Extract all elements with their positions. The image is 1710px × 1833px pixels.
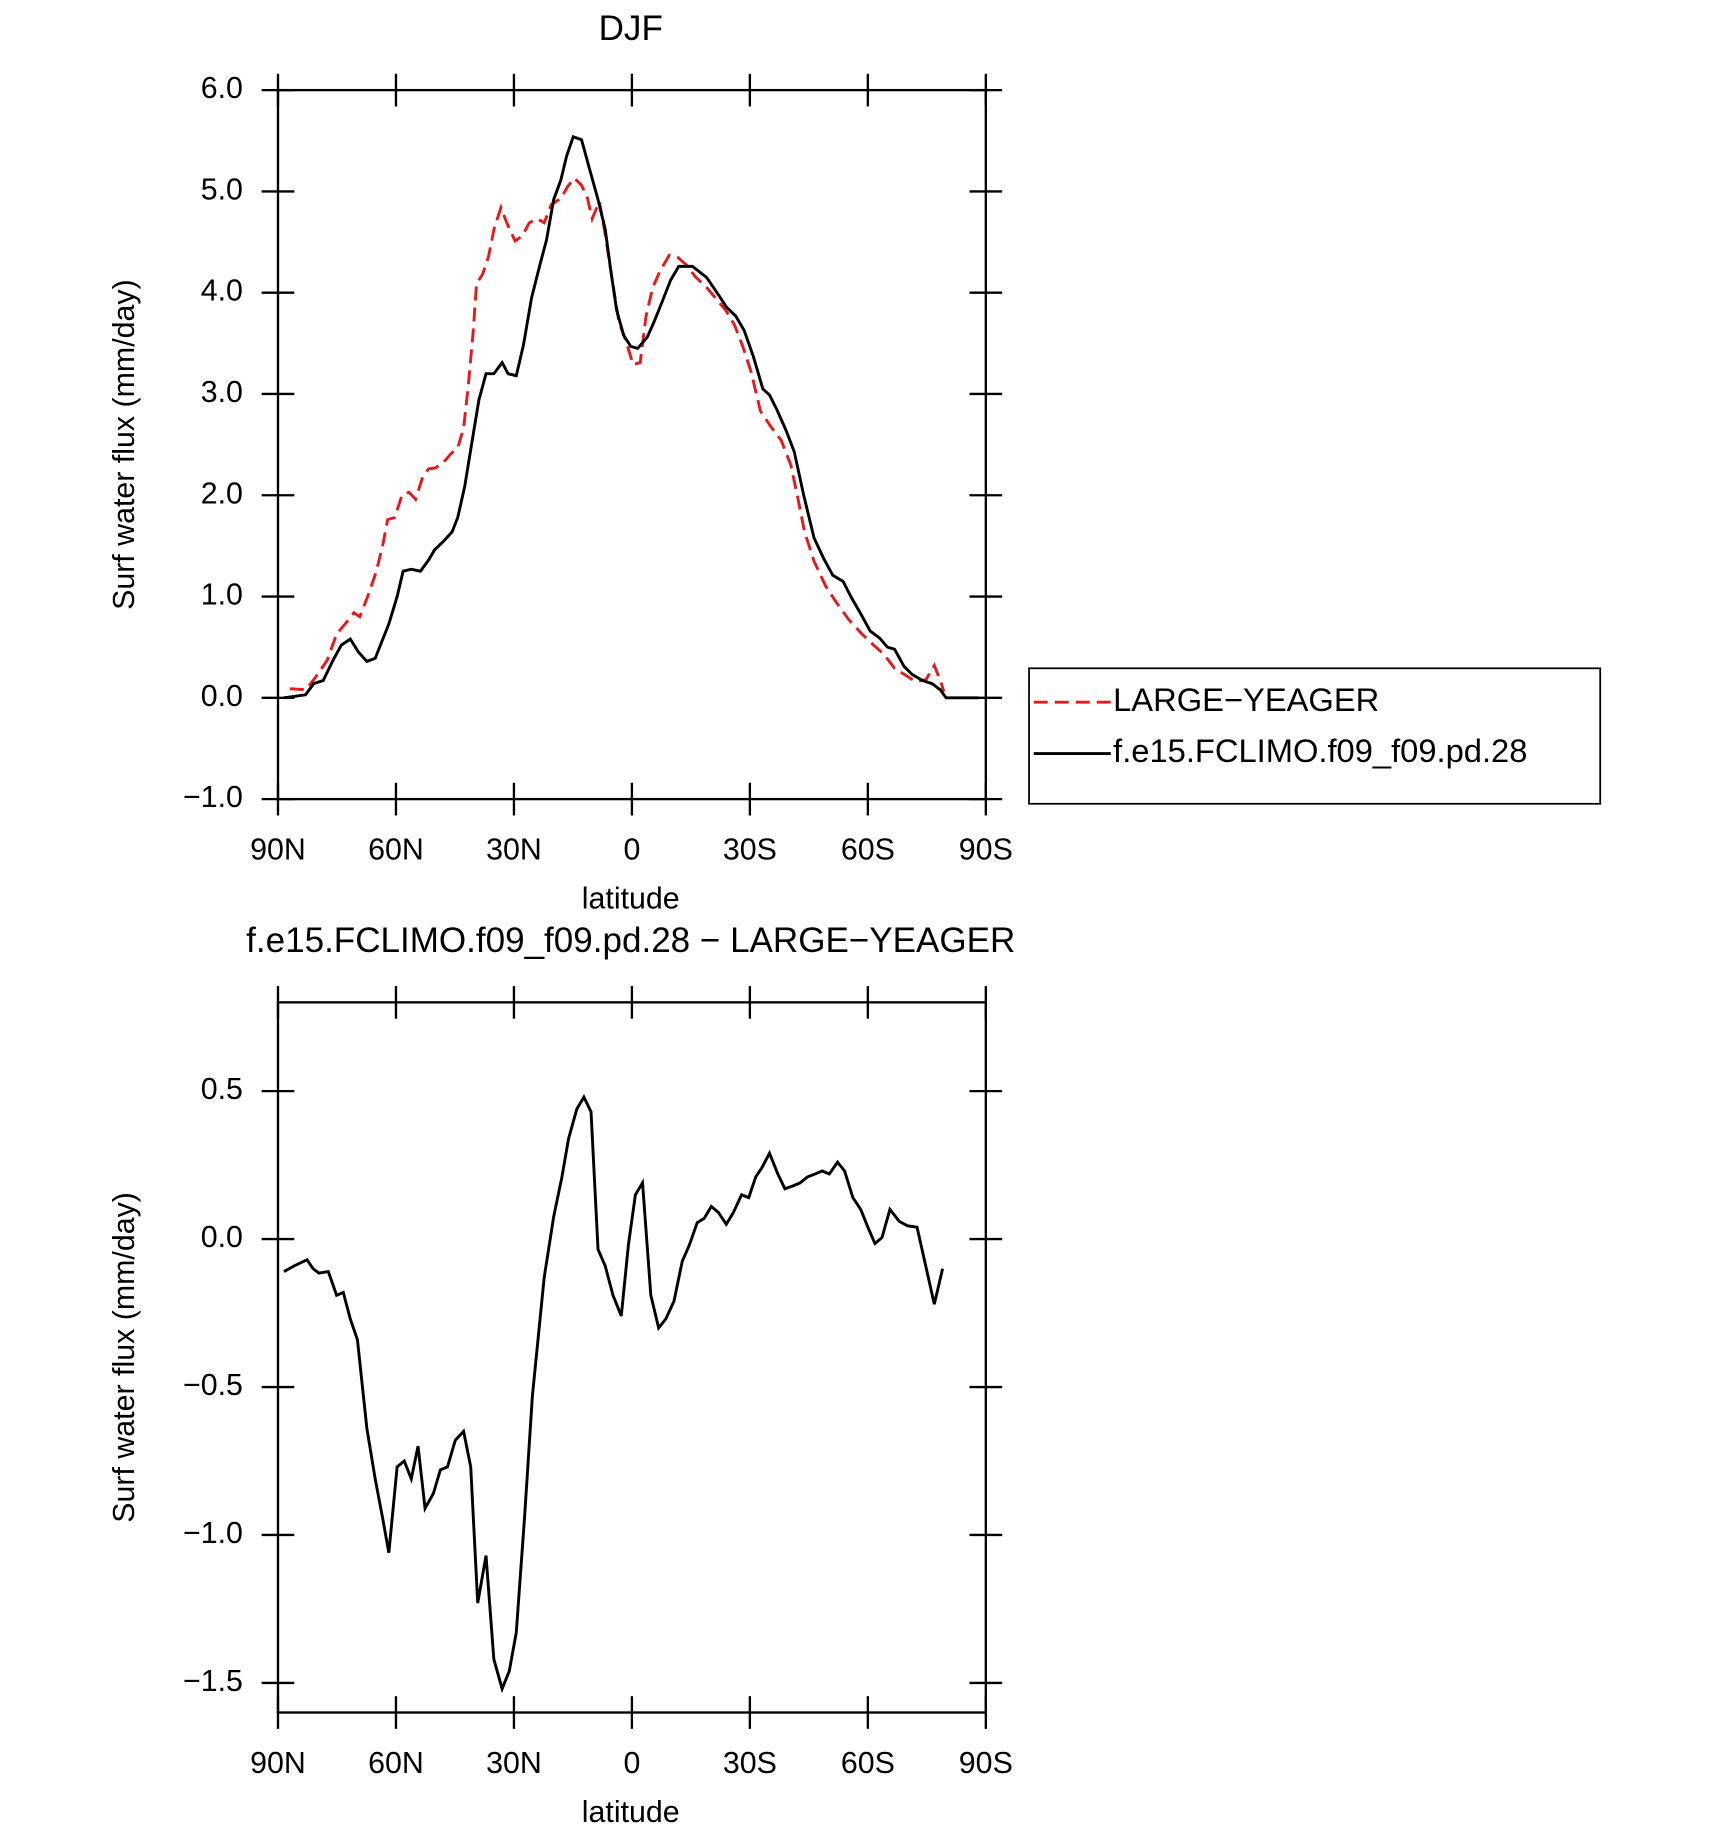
data-line <box>289 176 946 693</box>
legend-label: f.e15.FCLIMO.f09_f09.pd.28 <box>1113 732 1527 769</box>
y-tick-label: 1.0 <box>201 579 243 612</box>
x-tick-label: 90S <box>959 1747 1013 1780</box>
y-tick-label: 0.0 <box>201 1221 243 1254</box>
x-tick-label: 60N <box>368 834 424 867</box>
x-axis-label: latitude <box>582 1796 680 1829</box>
y-tick-label: 4.0 <box>201 275 243 308</box>
data-line <box>283 134 979 700</box>
chart-title: DJF <box>599 9 663 48</box>
x-tick-label: 60N <box>368 1747 424 1780</box>
y-axis-label: Surf water flux (mm/day) <box>108 1192 141 1523</box>
x-tick-label: 90S <box>959 834 1013 867</box>
x-tick-label: 90N <box>250 1747 306 1780</box>
y-tick-label: 0.0 <box>201 680 243 713</box>
x-tick-label: 60S <box>841 1747 895 1780</box>
chart-title: f.e15.FCLIMO.f09_f09.pd.28 − LARGE−YEAGE… <box>246 921 1015 960</box>
y-tick-label: 2.0 <box>201 477 243 510</box>
x-tick-label: 90N <box>250 834 306 867</box>
y-tick-label: 0.5 <box>201 1073 243 1106</box>
y-tick-label: 6.0 <box>201 72 243 105</box>
x-tick-label: 60S <box>841 834 895 867</box>
y-tick-label: −1.0 <box>183 1517 243 1550</box>
data-line <box>283 1093 945 1694</box>
x-tick-label: 30N <box>486 834 542 867</box>
plot-frame <box>276 88 987 801</box>
x-tick-label: 30S <box>723 834 777 867</box>
x-tick-label: 30N <box>486 1747 542 1780</box>
legend-label: LARGE−YEAGER <box>1113 681 1379 718</box>
x-tick-label: 0 <box>623 834 640 867</box>
y-axis-label: Surf water flux (mm/day) <box>108 279 141 610</box>
x-axis-label: latitude <box>582 883 680 916</box>
y-tick-label: −1.0 <box>183 781 243 814</box>
y-tick-label: −1.5 <box>183 1665 243 1698</box>
y-tick-label: 5.0 <box>201 173 243 206</box>
y-tick-label: −0.5 <box>183 1369 243 1402</box>
y-tick-label: 3.0 <box>201 376 243 409</box>
x-tick-label: 0 <box>623 1747 640 1780</box>
x-tick-label: 30S <box>723 1747 777 1780</box>
plot-frame <box>276 1001 987 1714</box>
legend-box <box>1028 667 1602 805</box>
